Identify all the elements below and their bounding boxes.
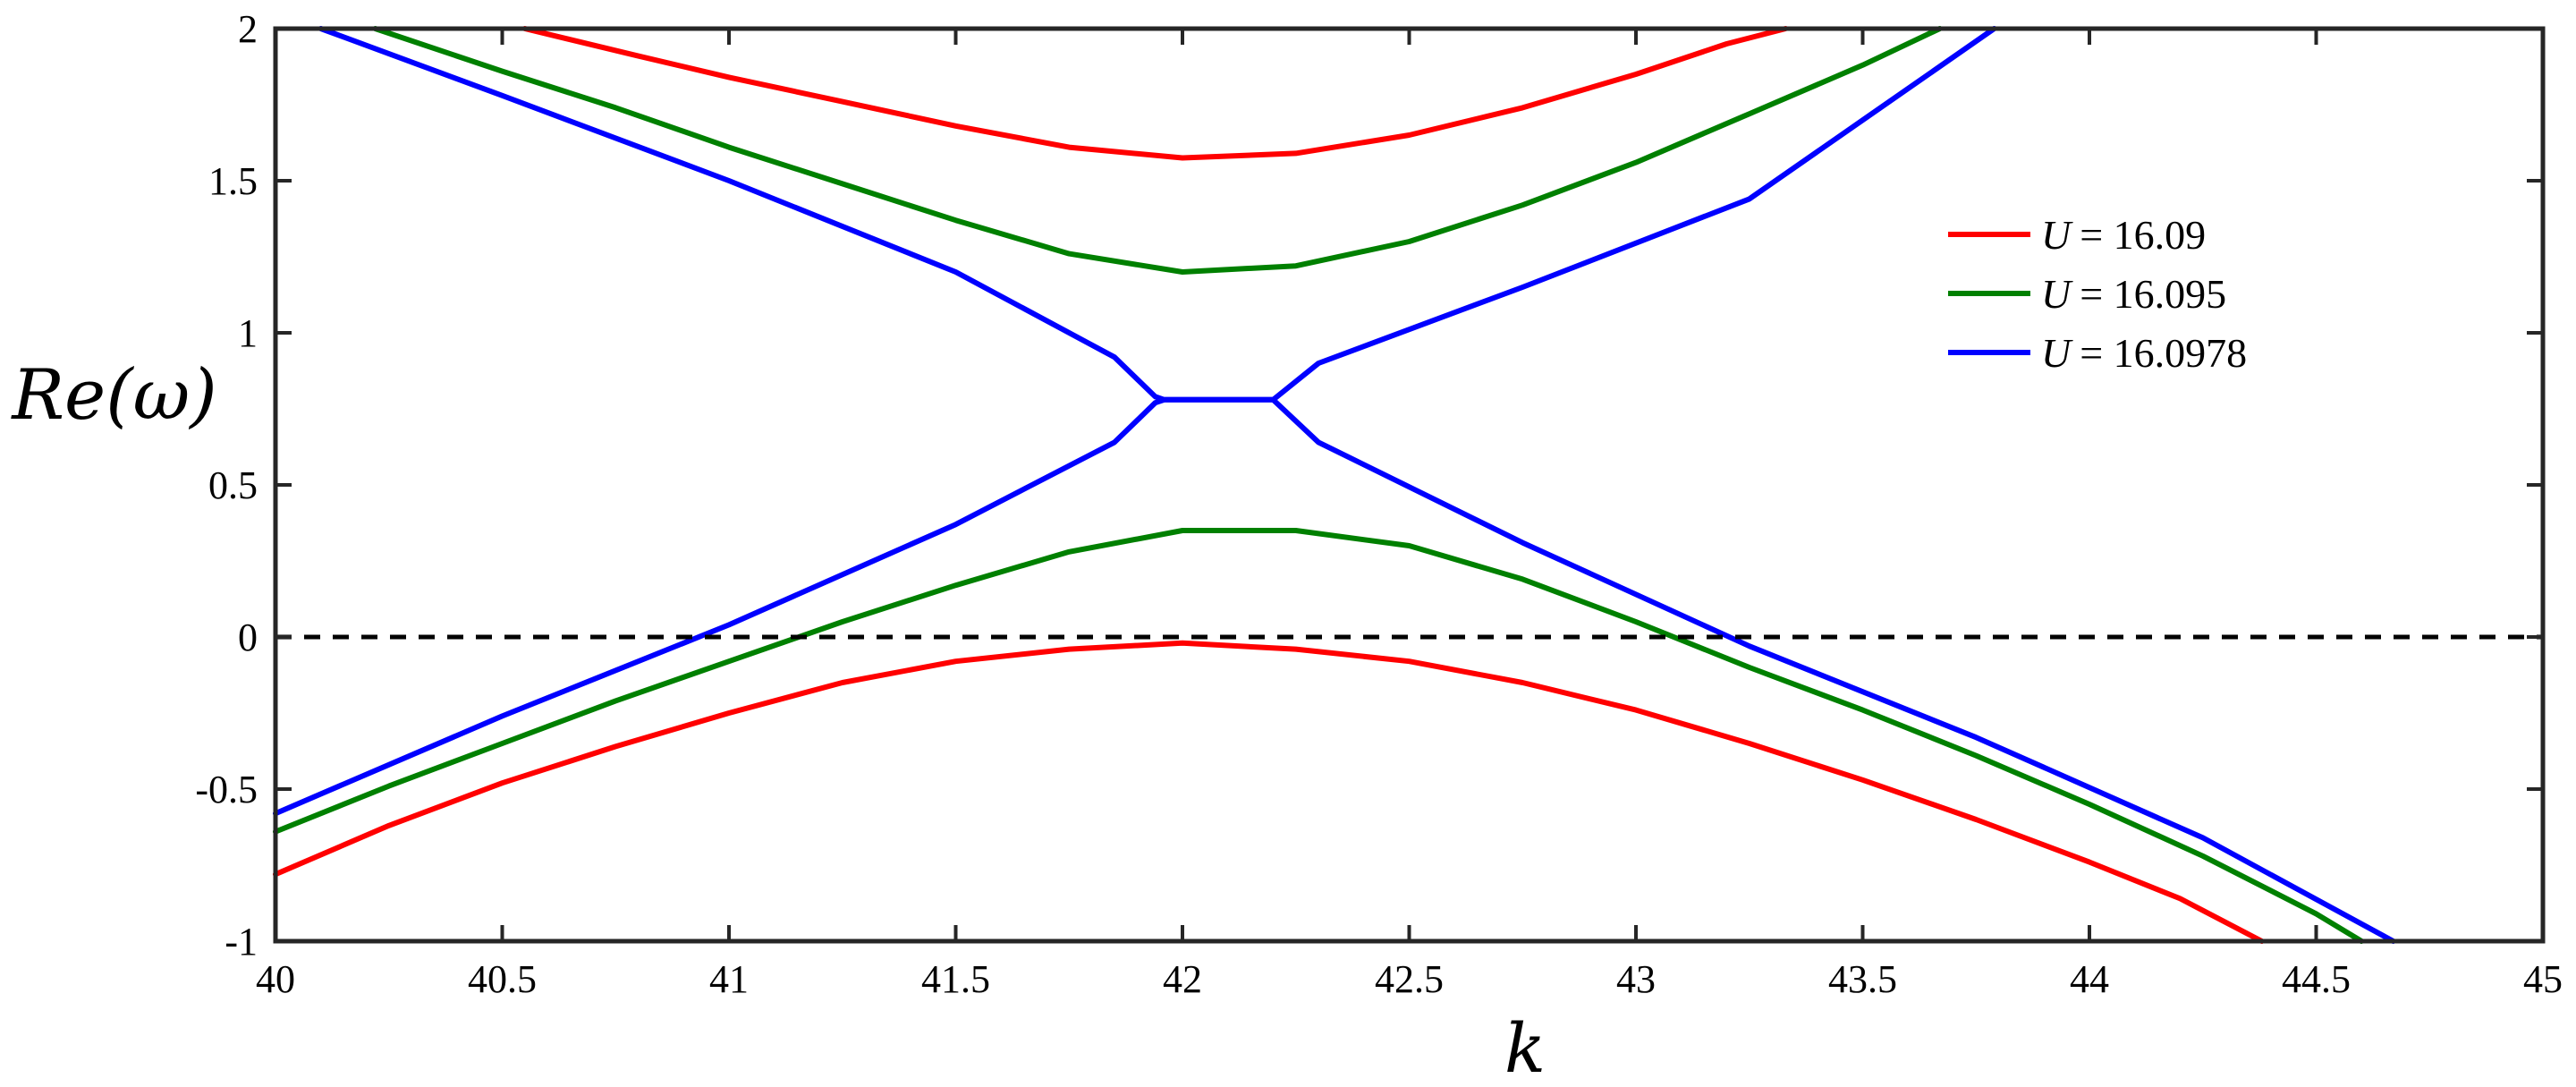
y-tick-label: -1 [225,920,258,964]
y-tick-label: 2 [238,7,258,51]
legend-variable: U [2041,212,2073,258]
series-3-branch-1-line [318,26,1997,403]
y-tick-label: -0.5 [195,768,258,811]
y-tick-label: 1 [238,311,258,355]
x-tick-label: 45 [2523,957,2563,1001]
legend-variable: U [2041,271,2073,317]
series-1-branch-1-line [521,26,1789,161]
x-tick-label: 40.5 [468,957,537,1001]
legend-entry-1: U = 16.09 [2041,212,2206,258]
legend-entry-2: U = 16.095 [2041,271,2226,317]
series-3-branch-2-line [273,396,2396,944]
x-tick-label: 43.5 [1828,957,1897,1001]
x-tick-label: 42 [1163,957,1202,1001]
x-axis-label: k [1504,1008,1546,1087]
series-2-branch-1-line [372,26,1943,275]
legend-value: = 16.095 [2080,271,2226,317]
legend-entry-3: U = 16.0978 [2041,330,2247,376]
series-2-branch-2-line [273,528,2365,944]
y-axis-label: Re(ω) [10,355,216,436]
x-tick-label: 44.5 [2282,957,2351,1001]
x-tick-label: 44 [2070,957,2109,1001]
legend-value: = 16.09 [2080,212,2206,258]
y-tick-label: 0 [238,616,258,659]
y-tick-label: 0.5 [208,463,258,507]
legend-value: = 16.0978 [2080,330,2247,376]
series-layer [273,26,2396,944]
x-tick-label: 42.5 [1375,957,1444,1001]
legend-variable: U [2041,330,2073,376]
y-tick-label: 1.5 [208,159,258,203]
x-tick-label: 40 [256,957,295,1001]
ticks-layer: 40 40.5 41 41.5 42 42.5 43 43.5 44 44.5 45 -1 -0.5 0 0… [195,7,2563,1001]
series-1-branch-2-line [273,640,2265,944]
x-tick-label: 41 [709,957,749,1001]
x-tick-label: 41.5 [921,957,990,1001]
x-tick-label: 43 [1616,957,1656,1001]
